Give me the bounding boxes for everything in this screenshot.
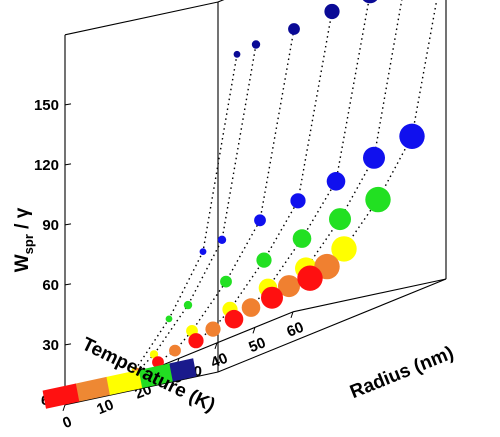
back-top-edge — [217, 0, 225, 3]
data-point — [152, 356, 164, 369]
x-tick-mark — [252, 327, 256, 334]
data-point — [254, 214, 266, 227]
data-point — [188, 333, 204, 349]
data-point — [169, 344, 181, 357]
data-point — [288, 23, 300, 35]
data-points — [97, 0, 425, 395]
guide-lines — [100, 0, 438, 393]
data-point — [362, 0, 378, 4]
back-floor-edge — [217, 278, 447, 373]
data-point — [399, 123, 425, 149]
z-tick-label: 30 — [42, 337, 59, 354]
data-point — [297, 265, 323, 291]
data-point — [324, 3, 340, 20]
radius-guide-line — [119, 44, 257, 383]
x-tick-label: 40 — [208, 350, 230, 372]
data-point — [329, 208, 351, 231]
x-tick-mark — [214, 342, 218, 350]
data-point — [165, 315, 173, 323]
data-point — [363, 146, 385, 169]
data-point — [205, 321, 221, 337]
x-tick-label: 0 — [60, 413, 74, 432]
data-point — [233, 50, 241, 58]
z-tick-mark — [64, 343, 72, 346]
data-point — [217, 235, 227, 244]
data-point — [220, 275, 232, 288]
data-point — [199, 248, 207, 256]
radius-guide-line — [100, 54, 238, 393]
data-point — [183, 300, 193, 310]
data-point — [365, 186, 391, 213]
z-tick-label: 90 — [42, 217, 59, 234]
data-point — [292, 229, 312, 248]
x-tick-label: 50 — [246, 334, 268, 356]
x-tick-label: 10 — [94, 396, 116, 418]
data-point — [251, 40, 261, 49]
x-tick-mark — [290, 311, 294, 319]
z-tick-mark — [64, 103, 72, 106]
data-point — [241, 298, 261, 317]
x-tick-mark — [62, 404, 66, 412]
right-floor-edge — [292, 278, 447, 313]
temperature-colorbar — [42, 358, 197, 409]
data-point — [149, 350, 159, 359]
data-point — [326, 172, 346, 191]
data-point — [278, 275, 300, 298]
left-floor-edge — [64, 371, 219, 406]
z-tick-label: 150 — [34, 97, 59, 114]
z-axis-title: Wspr / γ — [12, 207, 36, 272]
x-tick-label: 60 — [284, 319, 306, 341]
x-axis-title: Radius (nm) — [347, 343, 457, 404]
left-top-edge — [64, 1, 219, 36]
data-point — [290, 193, 306, 209]
colorbar-segment — [42, 383, 80, 409]
z-tick-mark — [64, 163, 72, 166]
data-point — [331, 236, 357, 262]
z-tick-label: 60 — [42, 277, 59, 294]
data-point — [261, 286, 283, 309]
radius-guide-line — [271, 0, 403, 299]
z-tick-mark — [64, 223, 72, 226]
data-point — [224, 309, 244, 329]
z-tick-mark — [64, 283, 72, 286]
radius-guide-line — [309, 0, 438, 279]
data-point — [256, 252, 272, 268]
z-tick-label: 120 — [34, 157, 59, 174]
